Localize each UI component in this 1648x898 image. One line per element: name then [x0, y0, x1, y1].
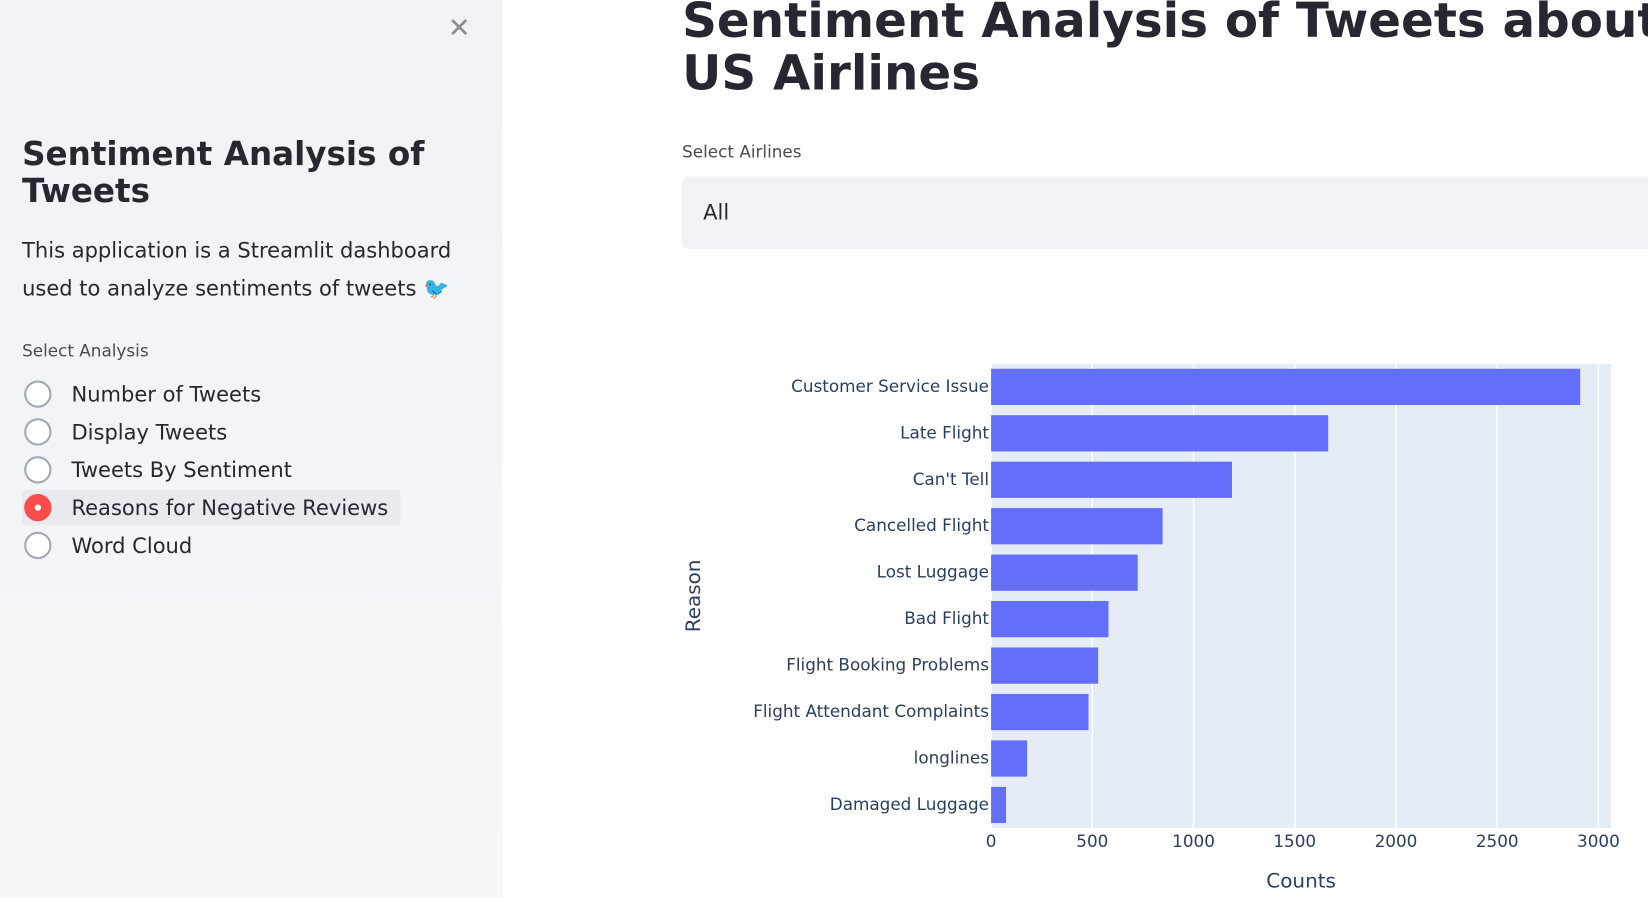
x-tick-label: 2000	[1375, 831, 1418, 851]
y-tick-label: Cancelled Flight	[854, 515, 989, 535]
bar	[991, 368, 1581, 405]
bar	[991, 693, 1089, 731]
bar	[991, 415, 1329, 452]
radio-text: Reasons for Negative Reviews	[71, 495, 389, 521]
radio-label: Select Analysis	[22, 340, 149, 361]
y-tick-label: Can't Tell	[913, 469, 989, 489]
sidebar: ✕ Sentiment Analysis of Tweets This appl…	[0, 0, 503, 898]
radio-text: Word Cloud	[71, 532, 193, 559]
radio-circle[interactable]	[24, 456, 52, 484]
y-tick-label: Customer Service Issue	[791, 376, 989, 396]
radio-text: Tweets By Sentiment	[71, 457, 292, 483]
x-tick-label: 1000	[1172, 831, 1215, 851]
y-tick-label: Flight Attendant Complaints	[753, 701, 989, 721]
radio-circle[interactable]	[24, 531, 52, 560]
radio-option[interactable]: Reasons for Negative Reviews	[22, 489, 401, 526]
sidebar-title: Sentiment Analysis of Tweets	[22, 135, 425, 211]
y-axis-title: Reason	[681, 560, 705, 633]
x-tick-label: 3000	[1577, 831, 1620, 851]
x-tick-label: 1500	[1273, 831, 1316, 851]
y-tick-label: Bad Flight	[904, 608, 989, 628]
y-tick-label: longlines	[914, 748, 989, 768]
bar	[991, 740, 1028, 777]
bar	[991, 601, 1109, 638]
bar	[991, 786, 1007, 824]
y-tick-label: Lost Luggage	[877, 562, 989, 582]
x-axis-title: Counts	[1266, 868, 1336, 892]
bar	[991, 647, 1099, 684]
bar	[991, 461, 1233, 498]
radio-group: Number of Tweets Display Tweets Tweets By …	[22, 376, 401, 565]
select-box[interactable]: All	[682, 176, 1648, 250]
select-label: Select Airlines	[682, 141, 802, 162]
y-tick-label: Flight Booking Problems	[786, 655, 989, 675]
radio-circle[interactable]	[24, 418, 52, 446]
y-tick-label: Damaged Luggage	[830, 794, 989, 814]
page-title: Sentiment Analysis of Tweets about US Ai…	[682, 0, 1648, 101]
radio-circle[interactable]	[24, 380, 52, 408]
radio-circle[interactable]	[24, 493, 52, 522]
radio-option[interactable]: Word Cloud	[22, 528, 401, 564]
chart: 0 500 1000 1500 2000 2500 3000 Customer Service…	[681, 363, 1620, 892]
sidebar-description: This application is a Streamlit dashboar…	[22, 237, 452, 301]
close-button[interactable]: ✕	[447, 12, 471, 45]
radio-text: Display Tweets	[71, 419, 228, 445]
y-tick-label: Late Flight	[900, 422, 989, 442]
bar	[991, 554, 1138, 591]
x-tick-label: 500	[1076, 831, 1108, 851]
x-tick-label: 2500	[1476, 831, 1519, 851]
radio-option[interactable]: Number of Tweets	[22, 376, 401, 412]
bar	[991, 508, 1163, 545]
select-value: All	[703, 199, 730, 225]
radio-option[interactable]: Display Tweets	[22, 414, 401, 450]
x-tick-label: 0	[986, 831, 997, 851]
radio-option[interactable]: Tweets By Sentiment	[22, 452, 401, 488]
radio-text: Number of Tweets	[71, 381, 262, 407]
